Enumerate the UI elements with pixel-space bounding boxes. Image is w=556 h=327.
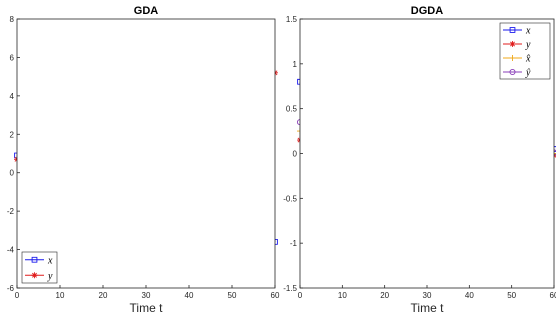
x-tick-label: 30	[423, 291, 432, 300]
axes-frame	[16, 18, 276, 289]
y-tick-label: 8	[10, 15, 15, 24]
x-tick-label: 20	[380, 291, 389, 300]
legend: xy	[21, 251, 58, 284]
legend-label: x	[525, 26, 531, 37]
x-tick-label: 60	[271, 291, 280, 300]
x-tick-label: 60	[550, 291, 556, 300]
legend-swatch-marker	[509, 27, 516, 33]
y-tick-label: 0	[293, 150, 298, 159]
y-tick-label: -4	[7, 246, 15, 255]
chart-title: DGDA	[411, 5, 443, 17]
legend-label: x̂	[525, 54, 531, 65]
x-tick-label: 10	[56, 291, 65, 300]
y-tick-label: -2	[7, 207, 15, 216]
legend-label: ŷ	[525, 68, 531, 79]
x-tick-label: 40	[465, 291, 474, 300]
legend-box	[499, 22, 551, 80]
x-tick-label: 30	[142, 291, 151, 300]
x-axis-label: Time t	[130, 301, 164, 315]
x-tick-label: 0	[15, 291, 20, 300]
legend-label: y	[525, 40, 531, 51]
y-tick-label: 4	[10, 92, 15, 101]
y-tick-label: 0	[10, 169, 15, 178]
chart-gda: 0 10 20 30 40 50 60 -6 -4 -2 0 2 4 6 8 GDA Time t xy	[7, 5, 280, 315]
x-tick-label: 40	[185, 291, 194, 300]
y-tick-label: 6	[10, 53, 15, 62]
x-tick-label: 10	[338, 291, 347, 300]
legend-swatch-marker	[31, 256, 38, 263]
legend-swatch-marker	[509, 55, 516, 61]
y-tick-label: -0.5	[283, 194, 297, 203]
legend-label: x	[47, 255, 53, 266]
legend-swatch-marker	[31, 272, 38, 279]
legend-swatch-marker	[509, 41, 516, 47]
x-tick-label: 50	[228, 291, 237, 300]
legend: xy x̂ ŷ	[499, 22, 551, 80]
legend-label: y	[47, 271, 53, 282]
chart-dgda: 0 10 20 30 40 50 60 -1.5 -1 -0.5 0 0.5 1 1.5 DGDA Time …	[283, 5, 556, 315]
y-tick-label: 1.5	[286, 15, 298, 24]
x-tick-label: 20	[99, 291, 108, 300]
y-tick-label: -6	[7, 284, 15, 293]
y-tick-label: -1	[290, 239, 298, 248]
y-tick-label: -1.5	[283, 284, 297, 293]
x-axis-label: Time t	[411, 301, 445, 315]
y-tick-label: 1	[293, 60, 298, 69]
chart-title: GDA	[134, 5, 159, 17]
y-tick-label: 2	[10, 130, 15, 139]
legend-box	[21, 251, 58, 284]
x-tick-label: 0	[298, 291, 303, 300]
y-tick-label: 0.5	[286, 105, 298, 114]
legend-swatch-marker	[509, 68, 516, 76]
x-tick-label: 50	[507, 291, 516, 300]
